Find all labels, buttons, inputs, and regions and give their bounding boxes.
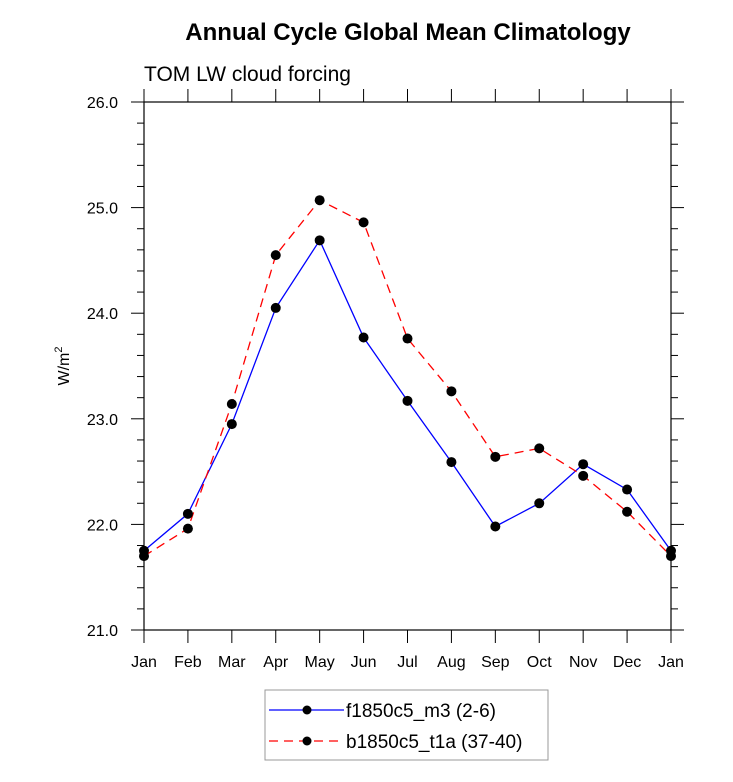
data-point-series-1 — [270, 250, 281, 261]
data-point-series-0 — [226, 419, 237, 430]
x-tick-label: Dec — [613, 654, 641, 671]
x-tick-label: Apr — [263, 654, 289, 671]
x-tick-label: Oct — [527, 654, 552, 671]
data-point-series-0 — [578, 459, 589, 470]
data-point-series-1 — [446, 386, 457, 397]
legend-box — [264, 689, 549, 761]
data-point-series-0 — [314, 235, 325, 246]
series-line-0 — [143, 238, 672, 552]
data-point-series-0 — [358, 332, 369, 343]
data-point-series-1 — [358, 217, 369, 228]
data-point-series-0 — [490, 521, 501, 532]
series-line-1 — [143, 199, 672, 557]
data-point-series-1 — [402, 333, 413, 344]
data-point-series-1 — [622, 506, 633, 517]
x-tick-label: Mar — [218, 654, 246, 671]
data-point-series-1 — [534, 443, 545, 454]
data-point-series-1 — [666, 551, 676, 562]
y-tick-label: 26.0 — [87, 95, 118, 112]
y-tick-label: 23.0 — [87, 412, 118, 429]
data-point-series-1 — [226, 399, 237, 410]
data-point-series-1 — [578, 470, 589, 481]
y-axis-label-text: W/m2 — [53, 347, 73, 386]
data-point-series-0 — [622, 484, 633, 495]
y-tick-label: 25.0 — [87, 201, 118, 218]
legend-marker-series-0 — [302, 705, 312, 715]
data-point-series-1 — [182, 523, 193, 534]
legend: f1850c5_m3 (2-6) b1850c5_t1a (37-40) — [264, 689, 549, 761]
legend-label-series-1: b1850c5_t1a (37-40) — [346, 732, 522, 753]
data-point-series-1 — [139, 551, 149, 562]
y-axis-label: W/m2 — [53, 347, 73, 386]
axis-ticks — [131, 89, 684, 643]
x-tick-label: Sep — [481, 654, 510, 671]
y-tick-label: 24.0 — [87, 306, 118, 323]
x-tick-label: Jul — [397, 654, 417, 671]
legend-label-series-0: f1850c5_m3 (2-6) — [346, 701, 496, 722]
x-tick-label: Feb — [174, 654, 202, 671]
plot-frame — [143, 101, 672, 631]
x-tick-label: Aug — [437, 654, 465, 671]
data-point-series-1 — [490, 451, 501, 462]
x-tick-label: Jan — [658, 654, 684, 671]
data-point-series-0 — [446, 457, 457, 468]
legend-item-series-1: b1850c5_t1a (37-40) — [269, 732, 522, 753]
data-point-series-1 — [314, 195, 325, 206]
x-tick-label: Nov — [569, 654, 597, 671]
chart-subtitle: TOM LW cloud forcing — [144, 63, 351, 86]
x-tick-label: Jun — [351, 654, 377, 671]
y-tick-label: 22.0 — [87, 517, 118, 534]
x-tick-label: Jan — [131, 654, 157, 671]
data-point-series-0 — [402, 395, 413, 406]
series-markers — [139, 195, 676, 562]
axis-tick-labels: Jan Feb Mar Apr May Jun Jul Aug Sep Oct Nov Dec Jan 2… — [87, 95, 684, 671]
data-point-series-0 — [534, 498, 545, 509]
series-lines — [143, 199, 672, 557]
data-point-series-0 — [182, 508, 193, 519]
x-tick-label: May — [305, 654, 335, 671]
y-tick-label: 21.0 — [87, 623, 118, 640]
legend-item-series-0: f1850c5_m3 (2-6) — [269, 701, 496, 722]
data-point-series-0 — [270, 302, 281, 313]
chart-title: Annual Cycle Global Mean Climatology — [185, 19, 631, 46]
legend-marker-series-1 — [302, 736, 312, 746]
plot-axes — [143, 101, 672, 631]
